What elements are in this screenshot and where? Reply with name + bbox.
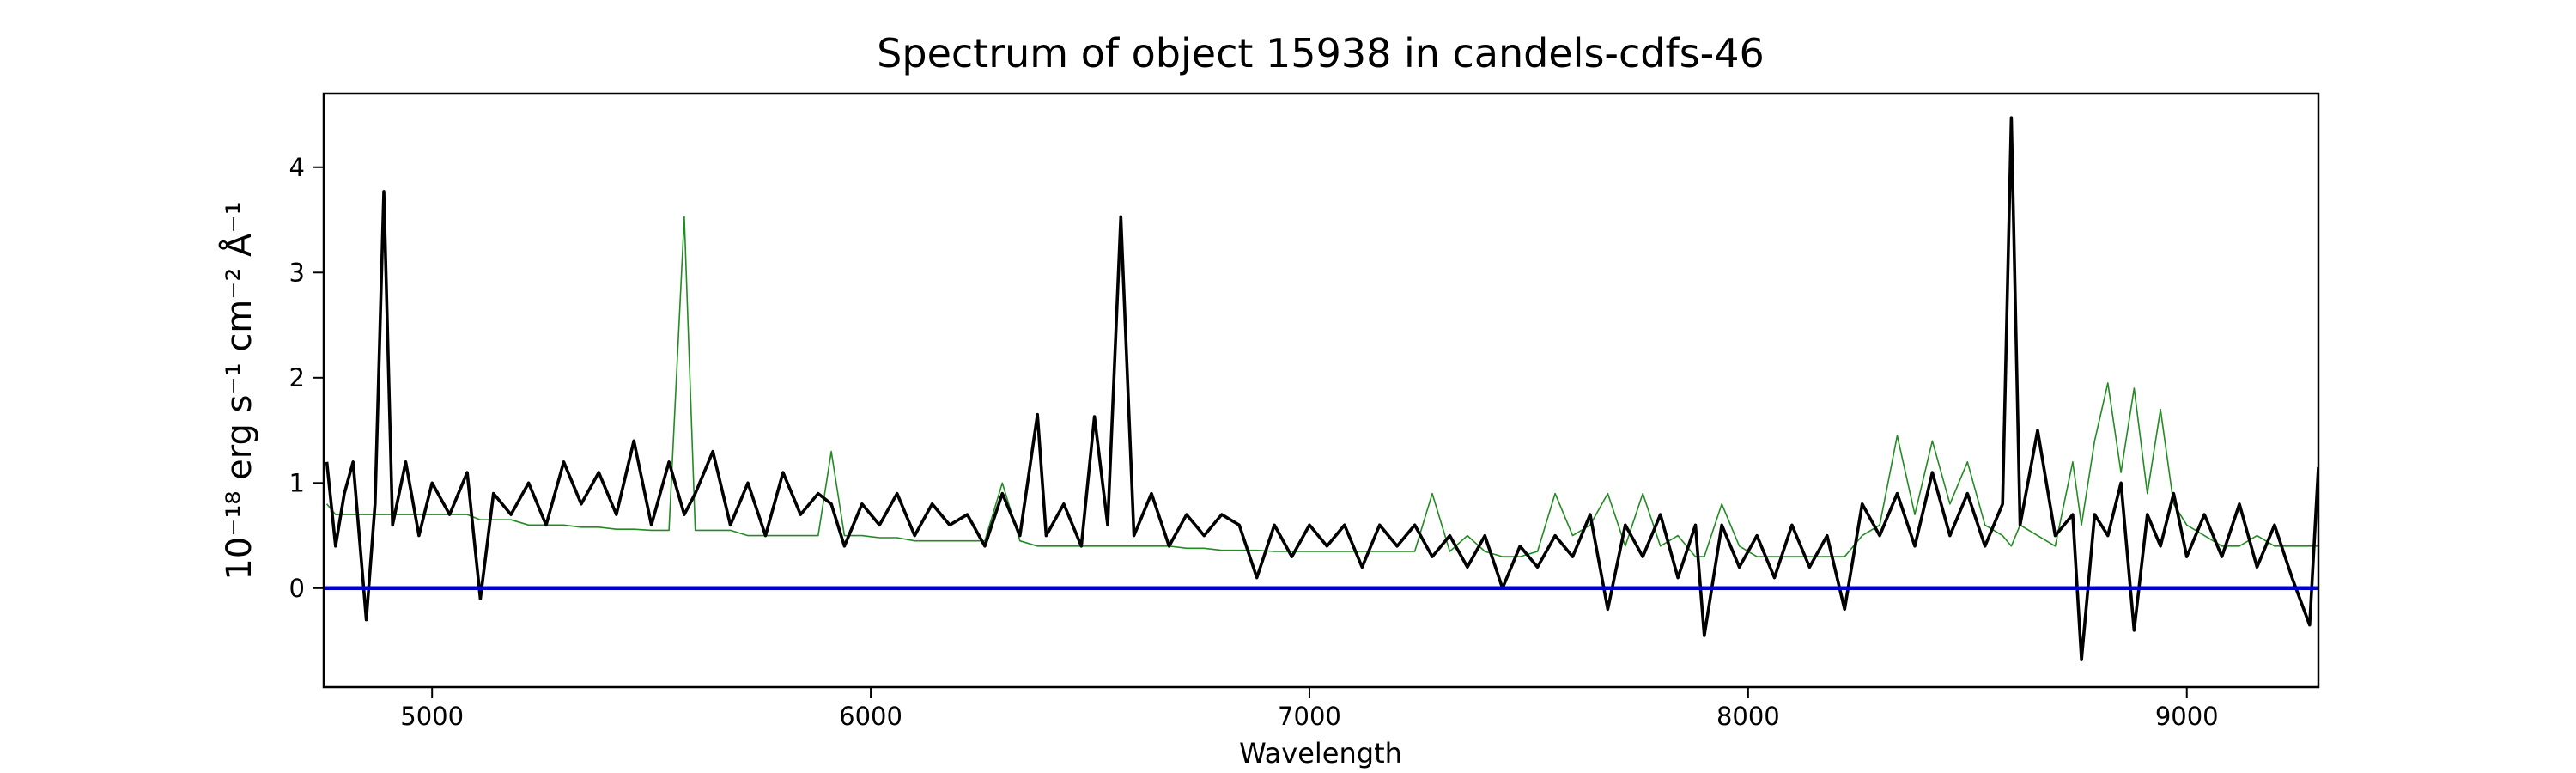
x-tick-label: 5000 <box>400 702 464 731</box>
y-tick-label: 3 <box>289 258 305 287</box>
y-axis-label: 10⁻¹⁸ erg s⁻¹ cm⁻² Å⁻¹ <box>218 201 259 580</box>
x-tick-label: 8000 <box>1716 702 1780 731</box>
chart-title: Spectrum of object 15938 in candels-cdfs… <box>877 30 1765 76</box>
y-tick-label: 4 <box>289 153 305 182</box>
y-tick-label: 0 <box>289 574 305 603</box>
plot-area <box>324 116 2318 661</box>
x-tick-label: 9000 <box>2155 702 2219 731</box>
axes-frame <box>322 92 2320 689</box>
spectrum-line <box>325 216 2318 557</box>
spectrum-line <box>325 116 2318 661</box>
x-axis-label: Wavelength <box>1239 737 1402 770</box>
x-tick-label: 6000 <box>839 702 902 731</box>
y-tick-label: 2 <box>289 363 305 393</box>
y-tick-label: 1 <box>289 468 305 497</box>
x-tick-label: 7000 <box>1278 702 1341 731</box>
